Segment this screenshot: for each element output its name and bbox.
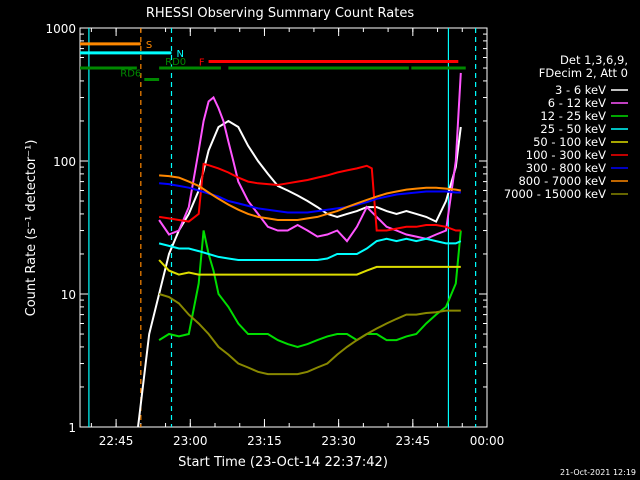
series-line: [158, 237, 462, 261]
flag-label: RD6: [120, 68, 141, 79]
flag-label: RD0: [165, 57, 186, 68]
series-line: [158, 230, 462, 348]
x-tick-label: 22:45: [99, 434, 134, 448]
legend-label: 25 - 50 keV: [540, 122, 606, 136]
series-line: [158, 72, 462, 243]
legend-label: 3 - 6 keV: [555, 83, 606, 97]
legend-label: 6 - 12 keV: [548, 96, 606, 110]
legend-label: 50 - 100 keV: [533, 135, 606, 149]
x-tick-label: 00:00: [470, 434, 505, 448]
x-tick-label: 23:30: [321, 434, 356, 448]
legend-header-line: Det 1,3,6,9,: [560, 53, 628, 67]
chart-title: RHESSI Observing Summary Count Rates: [146, 6, 415, 21]
series-group: [137, 72, 462, 427]
legend-label: 100 - 300 keV: [526, 148, 606, 162]
flag-label: N: [176, 49, 183, 60]
plot-frame: [79, 27, 488, 428]
y-axis-label: Count Rate (s⁻¹ detector⁻¹): [24, 140, 39, 317]
x-tick-label: 23:00: [173, 434, 208, 448]
y-tick-label: 10: [61, 288, 76, 302]
series-line: [158, 259, 461, 276]
legend-label: 800 - 7000 keV: [518, 174, 606, 188]
y-tick-label: 1: [68, 421, 76, 435]
y-tick-label: 1000: [45, 22, 76, 36]
legend-label: 7000 - 15000 keV: [504, 187, 606, 201]
legend-header-line: FDecim 2, Att 0: [539, 66, 628, 80]
series-line: [159, 174, 461, 221]
flag-label: S: [146, 40, 152, 51]
series-line: [137, 119, 462, 427]
series-line: [158, 162, 461, 232]
x-tick-label: 23:45: [396, 434, 431, 448]
footer-timestamp: 21-Oct-2021 12:19: [560, 468, 636, 477]
series-line: [158, 293, 461, 376]
legend-label: 300 - 800 keV: [526, 161, 606, 175]
y-axis: 1 10 100 1000: [45, 22, 487, 435]
y-tick-label: 100: [53, 155, 76, 169]
flag-label: F: [199, 57, 205, 68]
flag-bars: S N F RD0 RD6: [80, 40, 466, 81]
x-axis: 22:45 23:00 23:15 23:30 23:45 00:00: [90, 28, 505, 448]
legend-label: 12 - 25 keV: [540, 109, 606, 123]
x-tick-label: 23:15: [247, 434, 282, 448]
x-axis-label: Start Time (23-Oct-14 22:37:42): [178, 455, 388, 470]
